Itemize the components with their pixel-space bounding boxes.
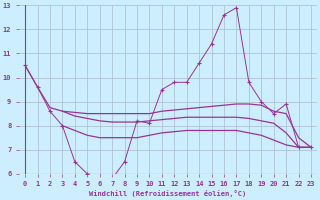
- X-axis label: Windchill (Refroidissement éolien,°C): Windchill (Refroidissement éolien,°C): [90, 190, 247, 197]
